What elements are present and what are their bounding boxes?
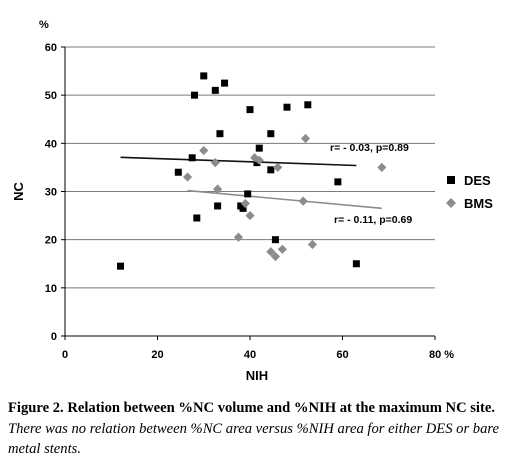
point-des (200, 72, 208, 80)
point-des (267, 166, 275, 174)
point-bms (210, 158, 220, 168)
y-tick-label: 30 (45, 187, 57, 199)
x-axis-label: NIH (246, 368, 268, 383)
y-tick-labels: 0 10 20 30 40 50 60 (45, 42, 57, 343)
point-des (191, 91, 198, 99)
y-tick-label: 10 (45, 283, 57, 295)
legend-marker-des (447, 176, 455, 184)
point-bms (199, 145, 209, 156)
point-des (283, 103, 291, 111)
point-des (221, 79, 229, 87)
point-des (211, 86, 219, 94)
y-tick-label: 40 (45, 138, 57, 150)
point-des (246, 106, 254, 114)
trend-line-des (120, 156, 357, 167)
point-bms (233, 232, 244, 242)
caption-label: Figure 2. (8, 400, 64, 416)
point-bms (213, 184, 223, 194)
trend-line-bms (187, 189, 382, 210)
scatter-chart: 0 10 20 30 40 50 60 0 20 40 60 80 % % NC NIH r= - … (11, 19, 493, 383)
x-tick-label: 20 (151, 349, 163, 361)
point-des (334, 178, 342, 186)
point-des (239, 204, 247, 212)
point-bms (266, 247, 276, 257)
point-bms (182, 172, 193, 182)
y-tick-label: 50 (45, 90, 57, 102)
caption-body: There was no relation between %NC area v… (8, 420, 499, 458)
y-axis-label: NC (11, 182, 26, 201)
point-des (304, 101, 312, 109)
x-tick-label: 40 (244, 349, 256, 361)
legend-label-bms: BMS (464, 196, 493, 211)
point-bms (254, 155, 264, 165)
point-des (188, 154, 196, 162)
point-des (271, 236, 279, 244)
point-bms (377, 162, 387, 173)
point-bms (240, 198, 250, 209)
point-bms (270, 251, 281, 262)
point-des (216, 130, 224, 138)
data-points (117, 72, 387, 270)
point-bms (245, 210, 255, 221)
point-bms (273, 162, 283, 173)
point-des (352, 260, 360, 268)
axes (61, 46, 436, 340)
x-tick-label: 80 % (429, 349, 454, 361)
y-unit-label: % (39, 19, 49, 31)
y-tick-label: 0 (51, 331, 57, 343)
point-des (117, 262, 124, 270)
point-bms (277, 244, 287, 254)
point-des (244, 190, 252, 198)
point-des (253, 159, 261, 167)
point-bms (307, 239, 318, 250)
figure-caption: Figure 2. Relation between %NC volume an… (8, 398, 513, 460)
legend: DES BMS (446, 173, 493, 211)
legend-marker-bms (446, 198, 456, 208)
x-tick-label: 0 (62, 349, 68, 361)
point-des (255, 144, 263, 152)
y-tick-label: 20 (45, 235, 57, 247)
bms-correlation-annotation: r= - 0.11, p=0.69 (334, 214, 412, 226)
point-des (267, 130, 275, 138)
point-bms (300, 133, 311, 144)
trend-lines (120, 156, 382, 210)
point-des (214, 202, 222, 210)
des-correlation-annotation: r= - 0.03, p=0.89 (330, 142, 409, 154)
x-tick-labels: 0 20 40 60 80 % (62, 349, 454, 361)
x-tick-label: 60 (336, 349, 348, 361)
y-tick-label: 60 (45, 42, 57, 54)
point-des (193, 214, 201, 222)
legend-label-des: DES (464, 173, 491, 188)
caption-title: Relation between %NC volume and %NIH at … (63, 400, 495, 416)
point-des (174, 168, 182, 176)
point-bms (298, 196, 308, 206)
